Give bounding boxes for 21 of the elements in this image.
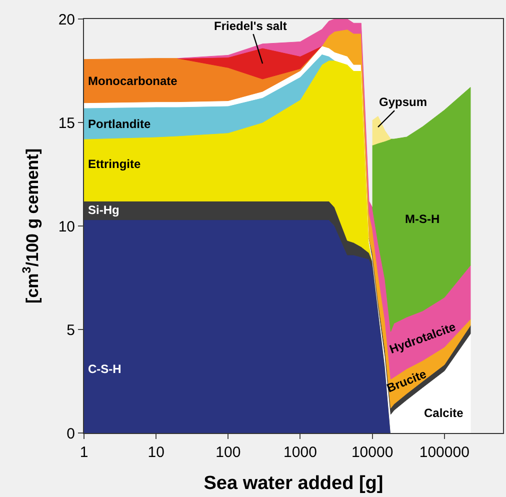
series-label: Calcite [424, 406, 464, 420]
series-label: Si-Hg [88, 203, 120, 217]
x-tick-label: 100000 [419, 444, 470, 461]
x-tick-label: 1 [80, 444, 88, 461]
series-label: Portlandite [88, 117, 151, 131]
series-label: Monocarbonate [88, 74, 178, 88]
y-tick-label: 0 [66, 425, 75, 442]
x-tick-label: 10000 [351, 444, 394, 461]
series-label: Gypsum [379, 95, 428, 109]
series-label: Friedel's salt [214, 19, 287, 33]
series-label: M-S-H [405, 212, 440, 226]
x-tick-label: 100 [216, 444, 241, 461]
y-tick-label: 20 [58, 11, 75, 28]
x-tick-label: 1000 [284, 444, 317, 461]
y-tick-label: 10 [58, 218, 75, 236]
x-tick-label: 10 [148, 444, 164, 461]
y-tick-label: 5 [66, 322, 75, 339]
y-tick-label: 15 [58, 114, 75, 132]
series-label: C-S-H [88, 362, 122, 376]
series-label: Ettringite [88, 157, 141, 171]
x-axis-title: Sea water added [g] [204, 472, 384, 494]
